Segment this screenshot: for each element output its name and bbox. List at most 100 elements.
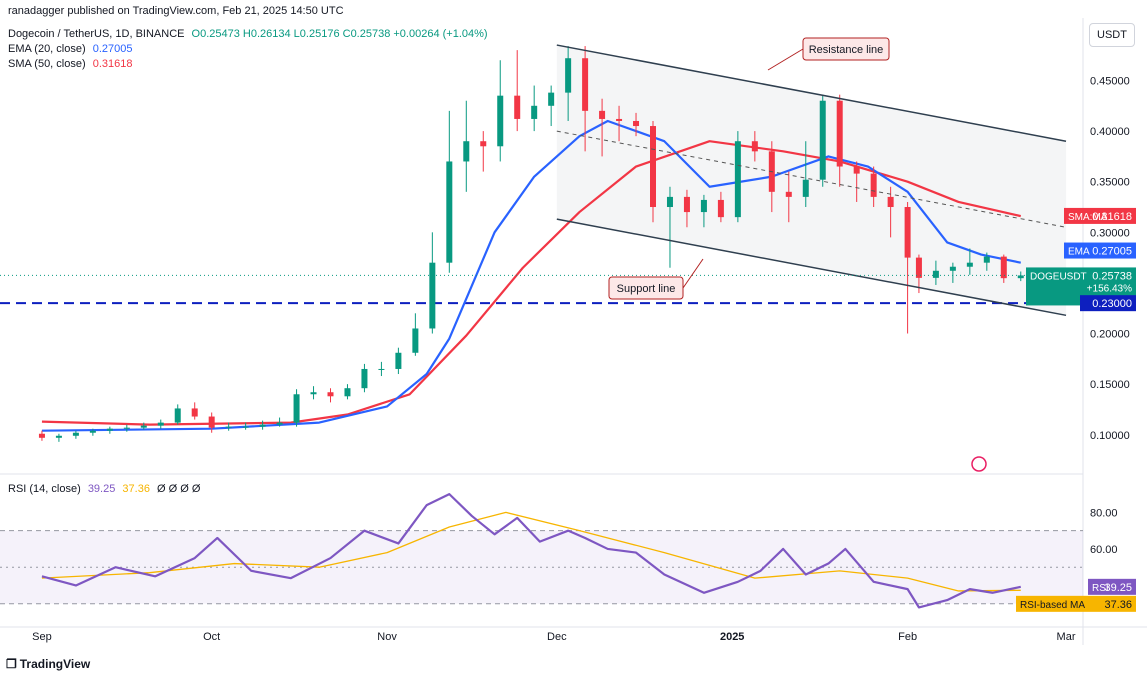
- candle-body: [700, 199, 707, 213]
- candle-body: [853, 166, 860, 174]
- ema-price-label-name: EMA: [1068, 247, 1090, 258]
- level-price-label: 0.23000: [1092, 298, 1132, 310]
- price-tick-label: 0.15000: [1090, 379, 1130, 391]
- candle-body: [106, 428, 113, 431]
- rsi-legend[interactable]: RSI (14, close) 39.25 37.36 Ø Ø Ø Ø: [8, 483, 204, 495]
- support-annotation-pointer: [682, 258, 704, 289]
- candle-body: [395, 352, 402, 369]
- rsi-label: RSI (14, close): [8, 483, 81, 495]
- candle-body: [72, 432, 79, 436]
- candle-body: [89, 430, 96, 433]
- ema-20-line: [41, 119, 1021, 432]
- candle-body: [666, 196, 673, 208]
- candle-body: [140, 425, 147, 428]
- candle-body: [633, 120, 640, 127]
- candle-body: [429, 262, 436, 329]
- symbol-legend: Dogecoin / TetherUS, 1D, BINANCE O0.2547…: [8, 28, 492, 40]
- time-tick-label: Nov: [377, 631, 397, 643]
- channel-fill: [556, 45, 1067, 316]
- ema-label: EMA (20, close): [8, 43, 86, 55]
- price-tick-label: 0.30000: [1090, 227, 1130, 239]
- ema-value: 0.27005: [92, 43, 133, 55]
- rsi-price-label-value: 39.25: [1104, 582, 1132, 594]
- candle-body: [683, 196, 690, 213]
- candle-body: [310, 392, 317, 395]
- last-price-symbol: DOGEUSDT: [1030, 271, 1087, 282]
- candle-body: [548, 92, 555, 106]
- sma-label: SMA (50, close): [8, 58, 86, 70]
- rsi-ma-value: 37.36: [122, 483, 150, 495]
- ema-price-label-bg: [1064, 242, 1136, 259]
- ohlc-values: O0.25473 H0.26134 L0.25176 C0.25738 +0.0…: [191, 28, 488, 40]
- candle-body: [191, 408, 198, 417]
- sma-legend[interactable]: SMA (50, close) 0.31618: [8, 58, 136, 70]
- candle-body: [802, 179, 809, 197]
- candle-body: [915, 257, 922, 278]
- channel-midline: [556, 130, 1067, 228]
- candle-body: [531, 105, 538, 119]
- rsi-tick-label: 60.00: [1090, 544, 1118, 556]
- resistance-annotation-box: [802, 37, 890, 61]
- time-tick-label: Mar: [1057, 631, 1076, 643]
- candle-body: [599, 110, 606, 119]
- candle-body: [966, 262, 973, 267]
- rsi-line: [41, 493, 1021, 609]
- candle-body: [157, 422, 164, 426]
- time-tick-label: Sep: [32, 631, 52, 643]
- support-trendline: [556, 218, 1067, 317]
- candle-body: [1017, 275, 1024, 279]
- time-tick-label: Oct: [203, 631, 220, 643]
- candle-body: [242, 426, 249, 428]
- last-price-value: 0.25738: [1092, 270, 1132, 282]
- support-annotation-box: [608, 276, 684, 300]
- candle-body: [225, 426, 232, 428]
- last-price-change: +156.43%: [1087, 283, 1132, 294]
- time-tick-label: Feb: [898, 631, 917, 643]
- candle-body: [785, 191, 792, 197]
- price-tick-label: 0.10000: [1090, 430, 1130, 442]
- resistance-annotation-pointer: [767, 48, 804, 71]
- candle-body: [55, 435, 62, 438]
- candle-body: [123, 427, 130, 429]
- candle-body: [480, 141, 487, 147]
- rsi-ma-price-label-bg: [1016, 595, 1136, 612]
- branding-text: TradingView: [19, 657, 91, 671]
- candle-body: [259, 424, 266, 427]
- symbol-title[interactable]: Dogecoin / TetherUS, 1D, BINANCE: [8, 28, 185, 40]
- level-price-label-bg: [1080, 295, 1136, 312]
- candle-body: [582, 58, 589, 111]
- candle-body: [565, 58, 572, 93]
- price-tick-label: 0.45000: [1090, 75, 1130, 87]
- candle-body: [361, 368, 368, 389]
- publisher-line: ranadagger published on TradingView.com,…: [8, 5, 344, 17]
- resistance-annotation-text: Resistance line: [809, 44, 884, 56]
- resistance-trendline: [556, 44, 1067, 142]
- candle-body: [983, 256, 990, 263]
- candle-body: [650, 126, 656, 208]
- candle-body: [412, 328, 419, 353]
- candle-body: [293, 394, 300, 423]
- rsi-value: 39.25: [87, 483, 116, 495]
- candle-body: [497, 95, 504, 147]
- lightning-icon: [971, 456, 987, 472]
- ema-legend[interactable]: EMA (20, close) 0.27005: [8, 43, 136, 55]
- candle-body: [446, 161, 453, 263]
- candle-body: [463, 141, 470, 162]
- tradingview-logo: ❐ TradingView: [6, 657, 90, 671]
- candle-body: [174, 408, 181, 423]
- candle-body: [38, 433, 45, 438]
- rsi-extra: Ø Ø Ø Ø: [157, 483, 201, 495]
- candle-body: [1000, 256, 1007, 279]
- candle-body: [949, 266, 956, 271]
- ema-price-label-value: 0.27005: [1092, 246, 1132, 258]
- rsi-price-label-name: RSI: [1092, 583, 1109, 594]
- candle-body: [751, 141, 758, 152]
- time-tick-label: 2025: [720, 631, 744, 643]
- candle-body: [616, 118, 623, 121]
- candle-body: [378, 368, 385, 370]
- rsi-ma-line: [41, 511, 1021, 592]
- candle-body: [514, 95, 521, 119]
- currency-button[interactable]: USDT: [1089, 23, 1135, 47]
- candle-body: [836, 100, 843, 167]
